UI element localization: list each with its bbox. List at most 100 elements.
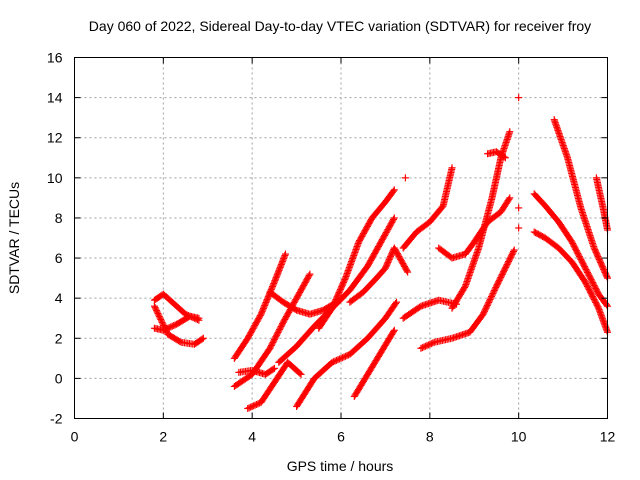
data-point: [167, 323, 175, 331]
data-point: [336, 355, 344, 363]
y-tick-label: 10: [47, 170, 63, 186]
data-points: [150, 94, 611, 412]
data-point: [506, 128, 514, 136]
x-tick-label: 2: [159, 429, 167, 445]
data-point: [341, 352, 349, 360]
data-point: [343, 352, 351, 360]
data-point: [244, 404, 252, 412]
data-point: [281, 250, 289, 258]
x-tick-label: 4: [248, 429, 256, 445]
data-point: [510, 247, 518, 255]
data-point: [483, 303, 491, 311]
y-tick-label: 4: [55, 290, 63, 306]
data-point: [487, 294, 495, 302]
data-point: [515, 224, 523, 232]
data-point: [389, 187, 397, 195]
data-point: [153, 307, 161, 315]
data-point: [176, 337, 184, 345]
data-point: [421, 342, 429, 350]
data-point: [515, 94, 523, 102]
data-point: [427, 340, 435, 348]
chart-title: Day 060 of 2022, Sidereal Day-to-day VTE…: [89, 18, 591, 34]
data-point: [340, 353, 348, 361]
data-point: [392, 300, 400, 308]
data-point: [448, 164, 456, 172]
data-point: [198, 335, 206, 343]
data-point: [429, 339, 437, 347]
data-point: [389, 328, 397, 336]
data-point: [490, 288, 498, 296]
x-axis-label: GPS time / hours: [287, 458, 394, 474]
data-point: [157, 317, 165, 325]
data-point: [270, 280, 278, 288]
data-point: [153, 308, 161, 316]
y-tick-label: -2: [50, 411, 63, 427]
data-point: [306, 270, 314, 278]
x-tick-label: 8: [426, 429, 434, 445]
data-point: [426, 340, 434, 348]
data-point: [151, 304, 159, 312]
data-point: [152, 305, 160, 313]
data-point: [160, 321, 168, 329]
x-tick-label: 10: [511, 429, 527, 445]
data-point: [506, 194, 514, 202]
data-point: [401, 174, 409, 182]
data-point: [500, 153, 508, 161]
data-point: [404, 268, 412, 276]
data-point: [603, 273, 611, 281]
data-point: [489, 290, 497, 298]
data-point: [603, 301, 611, 309]
data-point: [157, 315, 165, 323]
y-tick-label: 8: [55, 210, 63, 226]
data-point: [170, 322, 178, 330]
y-tick-label: 0: [55, 370, 63, 386]
data-point: [481, 307, 489, 315]
data-point: [484, 300, 492, 308]
data-point: [328, 358, 336, 366]
data-point: [341, 276, 349, 284]
data-point: [485, 297, 493, 305]
data-point: [594, 303, 602, 311]
data-point: [297, 370, 305, 378]
data-point: [155, 313, 163, 321]
data-point: [334, 356, 342, 364]
data-point: [159, 320, 167, 328]
data-point: [390, 326, 398, 334]
data-point: [247, 403, 255, 411]
data-point: [305, 272, 313, 280]
data-point: [195, 314, 203, 322]
data-point: [165, 324, 173, 332]
data-point: [254, 400, 262, 408]
data-point: [160, 323, 168, 331]
data-point: [424, 341, 432, 349]
y-tick-label: 14: [47, 90, 63, 106]
data-point: [417, 344, 425, 352]
data-point: [330, 358, 338, 366]
data-point: [389, 215, 397, 223]
y-axis-label: SDTVAR / TECUs: [6, 182, 22, 294]
data-point: [168, 322, 176, 330]
data-point: [251, 401, 259, 409]
data-point: [161, 324, 169, 332]
data-point: [403, 267, 411, 275]
data-point: [155, 311, 163, 319]
data-point: [245, 404, 253, 412]
data-point: [150, 302, 158, 310]
data-point: [393, 298, 401, 306]
data-point: [390, 186, 398, 194]
data-point: [418, 344, 426, 352]
y-tick-label: 6: [55, 250, 63, 266]
data-point: [490, 287, 498, 295]
data-point: [488, 292, 496, 300]
x-tick-label: 6: [337, 429, 345, 445]
data-point: [270, 364, 278, 372]
data-point: [337, 354, 345, 362]
x-tick-label: 0: [71, 429, 79, 445]
data-point: [479, 310, 487, 318]
data-point: [491, 285, 499, 293]
axis-ticks: 0 2 4 6 8 10 12 -2 0 2 4 6 8 10 12 14 16: [47, 50, 616, 445]
data-point: [488, 291, 496, 299]
data-point: [331, 357, 339, 365]
data-point: [480, 309, 488, 317]
data-point: [158, 318, 166, 326]
